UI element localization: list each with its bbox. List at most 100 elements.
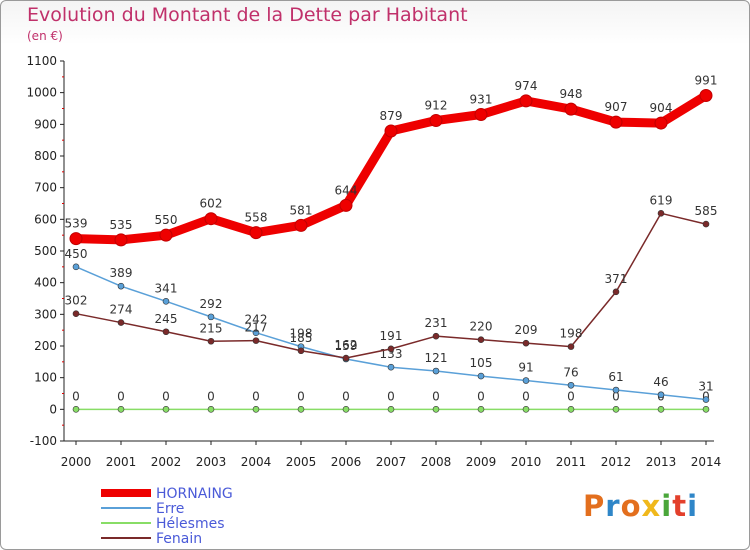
- logo-letter: r: [605, 489, 621, 523]
- data-label: 904: [650, 101, 673, 115]
- data-label: 0: [477, 389, 485, 403]
- data-label: 0: [387, 389, 395, 403]
- x-tick-label: 2004: [241, 455, 272, 469]
- x-tick-label: 2009: [466, 455, 497, 469]
- y-tick-label: 700: [34, 181, 57, 195]
- data-point: [114, 233, 128, 247]
- data-point: [567, 406, 575, 413]
- data-label: 0: [522, 389, 530, 403]
- x-tick-label: 2003: [196, 455, 227, 469]
- data-point: [387, 363, 395, 371]
- x-tick-label: 2010: [511, 455, 542, 469]
- data-label: 105: [470, 356, 493, 370]
- data-label: 159: [335, 339, 358, 353]
- data-point: [519, 94, 533, 108]
- y-tick-label: 200: [34, 339, 57, 353]
- series-layer: 0000000000000004503893412922421981591331…: [65, 74, 718, 413]
- data-label: 302: [65, 294, 88, 308]
- data-point: [387, 406, 395, 413]
- data-point: [567, 343, 575, 350]
- data-point: [477, 406, 485, 413]
- data-point: [657, 406, 665, 413]
- data-point: [612, 406, 620, 413]
- data-point: [252, 406, 260, 413]
- data-label: 191: [380, 329, 403, 343]
- data-label: 585: [695, 204, 718, 218]
- data-label: 91: [518, 361, 533, 375]
- x-tick-label: 2013: [646, 455, 677, 469]
- data-label: 121: [425, 351, 448, 365]
- data-point: [612, 386, 620, 394]
- data-label: 185: [290, 331, 313, 345]
- data-point: [294, 218, 308, 232]
- data-point: [162, 328, 170, 336]
- x-tick-label: 2002: [151, 455, 182, 469]
- series-3: 302 274 245 215 217 185 162 191 231 220 209 198 371 6…: [65, 193, 718, 362]
- data-point: [117, 406, 125, 413]
- data-label: 274: [110, 303, 133, 317]
- chart-subtitle: (en €): [27, 29, 63, 43]
- data-point: [702, 396, 710, 403]
- data-point: [432, 367, 440, 375]
- y-tick-label: 300: [34, 307, 57, 321]
- data-point: [72, 263, 80, 271]
- series-2: 000000000000000: [72, 389, 710, 413]
- data-point: [342, 406, 350, 413]
- legend-label: Fenain: [156, 531, 202, 547]
- data-point: [162, 298, 170, 305]
- data-label: 220: [470, 320, 493, 334]
- data-label: 0: [432, 389, 440, 403]
- data-label: 31: [698, 380, 713, 394]
- data-label: 539: [65, 217, 88, 231]
- data-label: 602: [200, 197, 223, 211]
- data-label: 0: [162, 389, 170, 403]
- x-tick-label: 2008: [421, 455, 452, 469]
- logo-letter: i: [687, 489, 699, 523]
- data-label: 371: [605, 272, 628, 286]
- logo-letter: o: [620, 489, 642, 523]
- data-point: [207, 337, 215, 345]
- y-tick-label: 900: [34, 117, 57, 131]
- data-label: 245: [155, 312, 178, 326]
- y-tick-label: -100: [30, 434, 57, 448]
- x-tick-label: 2012: [601, 455, 632, 469]
- data-label: 162: [335, 338, 358, 352]
- data-point: [384, 124, 398, 138]
- data-point: [429, 114, 443, 128]
- data-label: 0: [72, 389, 80, 403]
- series-0: 539 535 550 602 558 581 644 879 912 931 974 948 907 9…: [65, 74, 717, 247]
- y-tick-label: 500: [34, 244, 57, 258]
- data-label: 558: [245, 211, 268, 225]
- data-label: 912: [425, 99, 448, 113]
- data-label: 879: [380, 109, 403, 123]
- data-point: [69, 232, 83, 246]
- data-label: 948: [560, 87, 583, 101]
- chart-title: Evolution du Montant de la Dette par Hab…: [27, 4, 468, 26]
- data-point: [342, 354, 350, 362]
- legend-label: Erre: [156, 501, 184, 517]
- data-label: 292: [200, 297, 223, 311]
- data-label: 550: [155, 213, 178, 227]
- data-point: [72, 406, 80, 413]
- x-tick-label: 2014: [691, 455, 722, 469]
- data-label: 907: [605, 100, 628, 114]
- y-tick-label: 0: [49, 402, 57, 416]
- data-label: 198: [560, 327, 583, 341]
- x-tick-label: 2000: [61, 455, 92, 469]
- data-point: [609, 115, 623, 129]
- data-point: [612, 288, 620, 296]
- data-point: [339, 198, 353, 212]
- data-point: [432, 332, 440, 340]
- data-label: 581: [290, 203, 313, 217]
- data-label: 974: [515, 79, 538, 93]
- data-point: [72, 310, 80, 318]
- logo-letter: t: [672, 489, 688, 523]
- data-point: [204, 212, 218, 226]
- data-label: 0: [207, 389, 215, 403]
- y-tick-label: 100: [34, 371, 57, 385]
- data-point: [657, 391, 665, 399]
- x-tick-label: 2005: [286, 455, 317, 469]
- data-point: [207, 406, 215, 413]
- data-point: [522, 406, 530, 413]
